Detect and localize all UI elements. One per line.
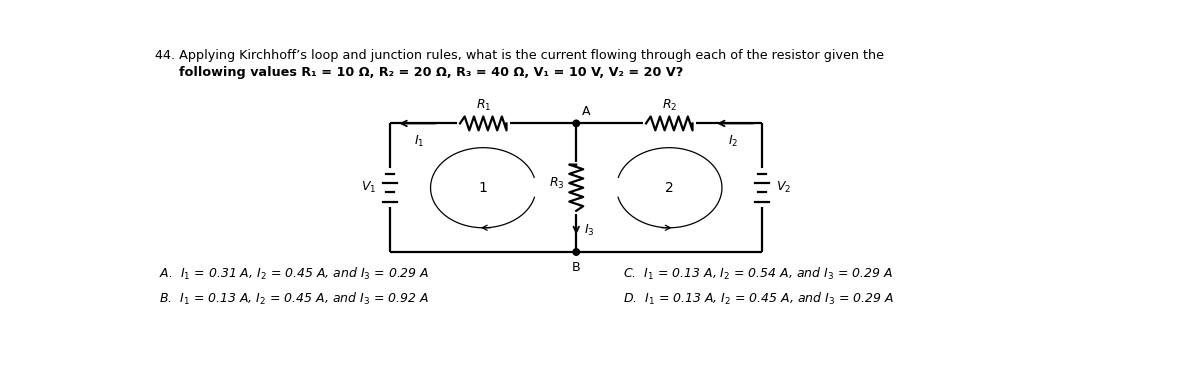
Circle shape xyxy=(572,249,580,255)
Text: 44. Applying Kirchhoff’s loop and junction rules, what is the current flowing th: 44. Applying Kirchhoff’s loop and juncti… xyxy=(156,49,884,62)
Text: B.  $I_1$ = 0.13 A, $I_2$ = 0.45 A, and $I_3$ = 0.92 A: B. $I_1$ = 0.13 A, $I_2$ = 0.45 A, and $… xyxy=(160,291,430,307)
Text: A: A xyxy=(582,105,590,118)
Text: $I_2$: $I_2$ xyxy=(727,134,738,148)
Text: C.  $I_1$ = 0.13 A, $I_2$ = 0.54 A, and $I_3$ = 0.29 A: C. $I_1$ = 0.13 A, $I_2$ = 0.54 A, and $… xyxy=(623,266,893,282)
Text: $R_2$: $R_2$ xyxy=(661,98,677,113)
Text: B: B xyxy=(572,261,581,274)
Text: following values R₁ = 10 Ω, R₂ = 20 Ω, R₃ = 40 Ω, V₁ = 10 V, V₂ = 20 V?: following values R₁ = 10 Ω, R₂ = 20 Ω, R… xyxy=(180,67,684,79)
Text: $I_3$: $I_3$ xyxy=(584,223,594,238)
Text: $R_3$: $R_3$ xyxy=(550,176,565,191)
Text: 1: 1 xyxy=(479,181,487,195)
Circle shape xyxy=(572,120,580,127)
Text: $V_2$: $V_2$ xyxy=(776,180,791,195)
Text: 2: 2 xyxy=(665,181,673,195)
Text: A.  $I_1$ = 0.31 A, $I_2$ = 0.45 A, and $I_3$ = 0.29 A: A. $I_1$ = 0.31 A, $I_2$ = 0.45 A, and $… xyxy=(160,266,430,282)
Text: $I_1$: $I_1$ xyxy=(414,134,425,148)
Text: $R_1$: $R_1$ xyxy=(475,98,491,113)
Text: $V_1$: $V_1$ xyxy=(361,180,377,195)
Text: D.  $I_1$ = 0.13 A, $I_2$ = 0.45 A, and $I_3$ = 0.29 A: D. $I_1$ = 0.13 A, $I_2$ = 0.45 A, and $… xyxy=(623,291,894,307)
